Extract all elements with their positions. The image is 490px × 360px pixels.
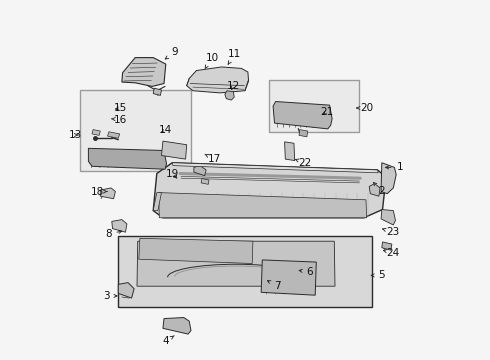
Bar — [80, 90, 191, 171]
Polygon shape — [118, 283, 134, 298]
Text: 14: 14 — [159, 125, 172, 135]
Text: 20: 20 — [357, 103, 373, 113]
Text: 15: 15 — [114, 103, 127, 113]
Polygon shape — [139, 238, 253, 264]
Text: 16: 16 — [111, 114, 127, 125]
Text: 18: 18 — [91, 186, 107, 197]
Text: 23: 23 — [383, 227, 399, 237]
Text: 9: 9 — [165, 47, 178, 59]
Polygon shape — [187, 67, 248, 93]
Polygon shape — [88, 148, 167, 169]
Polygon shape — [122, 58, 166, 86]
Polygon shape — [112, 220, 127, 232]
Polygon shape — [381, 163, 396, 194]
Polygon shape — [369, 184, 380, 196]
Polygon shape — [382, 242, 392, 250]
Text: 4: 4 — [163, 336, 174, 346]
Polygon shape — [299, 130, 308, 137]
Polygon shape — [225, 91, 234, 100]
Text: 13: 13 — [69, 130, 82, 140]
Polygon shape — [273, 102, 332, 129]
Polygon shape — [153, 193, 162, 211]
Polygon shape — [153, 163, 386, 218]
Text: 21: 21 — [320, 107, 334, 117]
Text: 11: 11 — [228, 49, 242, 64]
Text: 17: 17 — [205, 154, 221, 164]
Text: 24: 24 — [383, 248, 400, 258]
Polygon shape — [381, 210, 395, 225]
Text: 12: 12 — [227, 81, 240, 91]
Polygon shape — [159, 193, 367, 218]
Text: 7: 7 — [268, 280, 281, 291]
Polygon shape — [163, 318, 191, 334]
Polygon shape — [201, 179, 209, 184]
Text: 2: 2 — [373, 183, 385, 196]
Polygon shape — [137, 241, 335, 286]
Text: 5: 5 — [371, 270, 385, 280]
Polygon shape — [107, 132, 120, 138]
Text: 22: 22 — [295, 158, 311, 168]
Polygon shape — [118, 236, 372, 307]
Text: 6: 6 — [299, 267, 313, 277]
Text: 8: 8 — [105, 229, 122, 239]
Text: 1: 1 — [386, 162, 403, 172]
Polygon shape — [172, 163, 378, 173]
Text: 10: 10 — [205, 53, 219, 68]
Text: 3: 3 — [103, 291, 117, 301]
Bar — [270, 80, 359, 132]
Text: 19: 19 — [166, 168, 179, 179]
Polygon shape — [100, 188, 116, 199]
Polygon shape — [285, 142, 294, 161]
Polygon shape — [153, 88, 162, 95]
Polygon shape — [92, 130, 100, 135]
Polygon shape — [261, 260, 316, 295]
Polygon shape — [162, 141, 187, 159]
Polygon shape — [194, 166, 206, 176]
